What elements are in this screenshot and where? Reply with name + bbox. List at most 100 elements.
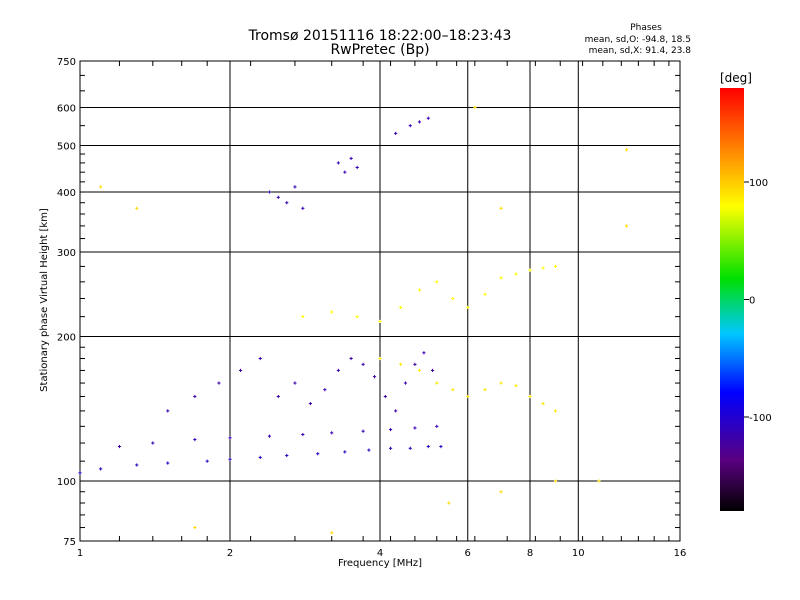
data-point [499, 381, 503, 385]
data-point [541, 401, 545, 406]
data-point [378, 319, 382, 324]
y-tick-label: 500 [57, 142, 76, 153]
y-tick-label: 100 [57, 477, 76, 488]
stats-heading: Phases [630, 23, 662, 33]
data-point [99, 185, 103, 189]
data-point [166, 409, 170, 413]
data-point [399, 305, 403, 310]
colorbar [720, 88, 744, 511]
x-tick-label: 1 [77, 548, 83, 559]
data-point [430, 368, 435, 373]
data-point [135, 463, 139, 467]
data-point [228, 457, 232, 461]
data-point [355, 315, 359, 319]
data-point [378, 356, 382, 361]
x-tick-label: 16 [674, 548, 687, 559]
data-point [388, 427, 393, 432]
data-point [451, 296, 455, 301]
y-axis-label: Stationary phase Virtual Height [km] [39, 208, 50, 392]
data-point [383, 394, 387, 399]
data-point [499, 490, 503, 494]
data-point [301, 206, 305, 210]
data-point [483, 388, 487, 392]
data-point [553, 264, 558, 268]
points-layer [78, 105, 629, 535]
data-point [403, 381, 408, 385]
data-point [355, 165, 359, 170]
data-point [267, 434, 272, 438]
data-point [193, 394, 197, 399]
data-point [330, 531, 334, 535]
x-tick-label: 2 [227, 548, 233, 559]
grid-layer [80, 61, 680, 541]
y-tick-label: 750 [57, 57, 76, 68]
data-point [151, 441, 155, 445]
data-point [553, 409, 558, 413]
data-point [499, 206, 503, 210]
data-point [117, 444, 122, 449]
data-point [417, 288, 422, 292]
data-point [435, 424, 439, 428]
data-point [135, 206, 139, 210]
y-tick-label: 200 [57, 333, 76, 344]
data-point [426, 116, 430, 120]
data-point [597, 479, 601, 483]
data-point [541, 266, 545, 270]
ticks-layer: 1 2 4 6 8 10 16 75 100 200 300 400 500 600 750 [57, 57, 686, 559]
colorbar-tick-label: 0 [749, 296, 755, 307]
data-point [166, 461, 170, 465]
data-point [238, 368, 243, 373]
data-point [301, 432, 305, 437]
data-point [276, 394, 280, 399]
data-point [293, 185, 297, 189]
stats-line-x: mean, sd,X: 91.4, 23.8 [589, 46, 692, 56]
data-point [408, 446, 412, 450]
data-point [624, 148, 629, 152]
data-point [408, 124, 412, 128]
data-point [426, 444, 430, 449]
data-point [336, 368, 340, 373]
data-point [499, 276, 503, 280]
colorbar-label: [deg] [720, 71, 752, 85]
data-point [435, 381, 439, 385]
data-point [514, 384, 518, 388]
data-point [514, 272, 518, 276]
data-point [553, 479, 558, 483]
y-tick-label: 300 [57, 248, 76, 259]
data-point [276, 195, 280, 199]
data-point [336, 161, 340, 165]
colorbar-tick-label: -100 [749, 413, 772, 424]
data-point [285, 453, 289, 458]
data-point [528, 394, 532, 399]
data-point [372, 375, 377, 379]
data-point [330, 310, 334, 314]
data-point [435, 280, 439, 284]
data-point [258, 455, 262, 460]
data-point [451, 388, 455, 392]
data-point [399, 362, 403, 366]
data-point [343, 450, 347, 454]
data-point [394, 131, 398, 135]
data-point [330, 431, 334, 435]
data-point [466, 394, 470, 399]
data-point [349, 356, 353, 361]
x-axis-label: Frequency [MHz] [338, 558, 422, 569]
data-point [285, 201, 289, 205]
data-point [528, 268, 532, 272]
data-point [417, 368, 422, 373]
data-point [361, 362, 365, 366]
x-tick-label: 8 [527, 548, 533, 559]
data-point [308, 401, 313, 406]
data-point [394, 409, 398, 413]
data-point [267, 190, 272, 194]
data-point [349, 156, 353, 161]
data-point [413, 362, 417, 366]
data-point [78, 471, 82, 475]
data-point [293, 381, 297, 385]
data-point [483, 292, 487, 296]
data-point [417, 120, 422, 124]
data-point [343, 170, 347, 174]
data-point [422, 351, 426, 355]
